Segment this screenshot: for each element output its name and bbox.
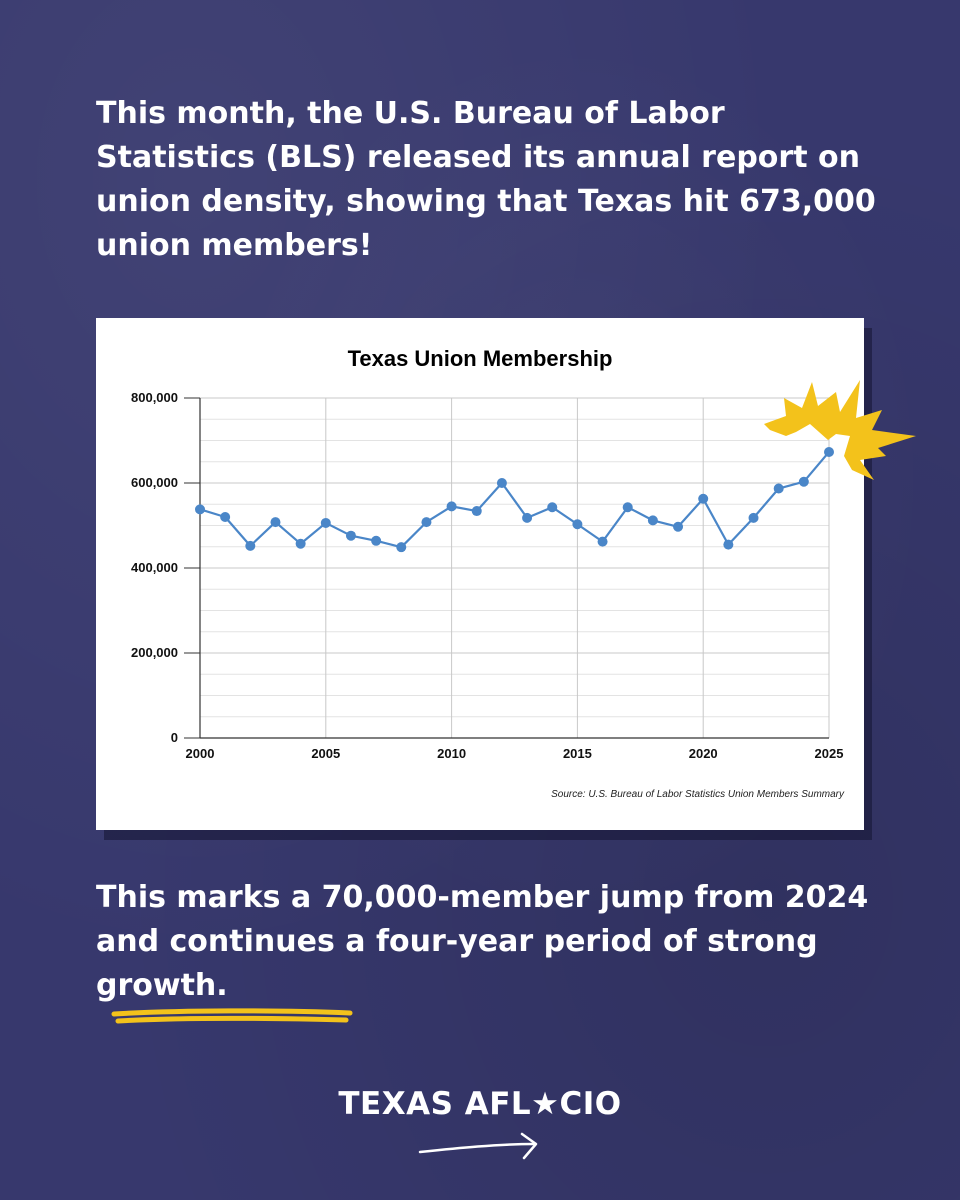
subline-text: This marks a 70,000-member jump from 202…: [96, 880, 869, 959]
data-point: [396, 542, 407, 553]
data-point: [597, 536, 608, 547]
y-tick-label: 0: [171, 730, 178, 745]
subline: This marks a 70,000-member jump from 202…: [96, 876, 886, 1008]
data-point: [195, 504, 205, 515]
data-point: [647, 515, 658, 526]
texas-afl-cio-logo: TEXAS AFL★CIO: [338, 1086, 622, 1122]
y-tick-label: 200,000: [131, 645, 178, 660]
chart-grid: [200, 397, 830, 738]
data-point: [673, 521, 684, 532]
data-point: [723, 539, 734, 550]
data-point: [245, 540, 256, 551]
chart-axes: 0 200,000 400,000 600,000 800,000 2000 2005 201…: [131, 390, 843, 761]
arrow-right-icon: [418, 1132, 538, 1160]
chart-card: Texas Union Membership 0 200,000 400,000 60…: [96, 318, 864, 830]
chart-title: Texas Union Membership: [348, 346, 613, 371]
data-point: [371, 535, 382, 546]
data-point: [798, 476, 809, 487]
y-tick-label: 800,000: [131, 390, 178, 405]
data-point: [572, 519, 583, 530]
data-point: [547, 502, 558, 513]
series-line: [199, 451, 830, 549]
subline-end: .: [216, 968, 228, 1003]
data-point: [295, 538, 306, 549]
data-point: [270, 517, 281, 528]
y-tick-label: 600,000: [131, 475, 178, 490]
data-point: [522, 512, 533, 523]
y-tick-label: 400,000: [131, 560, 178, 575]
data-point: [698, 493, 709, 504]
data-point: [220, 512, 231, 522]
data-point: [421, 517, 432, 528]
series-layer: [195, 446, 834, 553]
data-point: [320, 517, 331, 528]
x-tick-label: 2005: [311, 746, 340, 761]
data-point: [773, 483, 784, 494]
x-tick-label: 2010: [437, 746, 466, 761]
x-tick-label: 2020: [689, 746, 718, 761]
union-membership-chart: Texas Union Membership 0 200,000 400,000 60…: [131, 346, 845, 800]
x-tick-label: 2000: [186, 746, 215, 761]
headline: This month, the U.S. Bureau of Labor Sta…: [96, 96, 876, 263]
starburst-icon: [764, 380, 916, 480]
subline-highlight: strong growth: [96, 924, 818, 1003]
x-tick-label: 2025: [815, 746, 844, 761]
chart-source-note: Source: U.S. Bureau of Labor Statistics …: [551, 789, 845, 800]
highlight-underline-icon: [111, 1008, 353, 1024]
data-point: [496, 478, 507, 488]
data-point: [471, 506, 482, 517]
data-point: [824, 446, 834, 457]
data-point: [446, 501, 457, 512]
data-point: [748, 512, 759, 523]
x-tick-label: 2015: [563, 746, 592, 761]
data-point: [622, 502, 633, 513]
data-point: [345, 530, 356, 541]
